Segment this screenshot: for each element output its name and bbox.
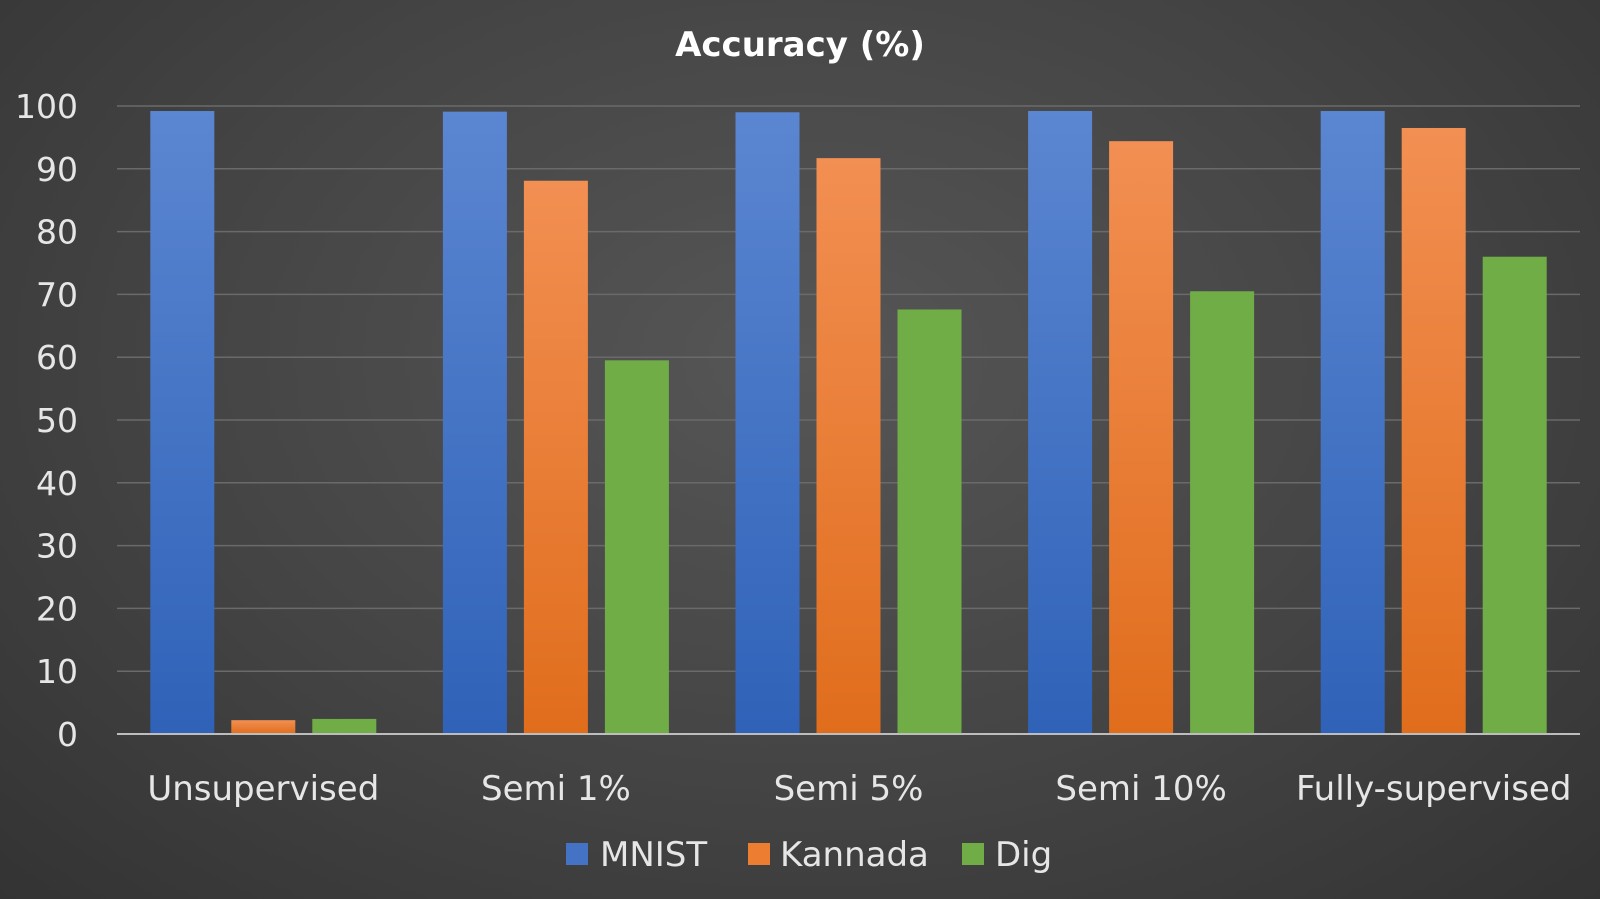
bar-dig-1 [604, 360, 669, 734]
bar-mnist-0 [150, 111, 215, 735]
legend-swatch-kannada [748, 843, 770, 865]
bar-kannada-1 [523, 180, 588, 734]
x-category-label: Semi 5% [774, 769, 924, 809]
y-tick-label: 0 [57, 715, 78, 754]
bar-kannada-3 [1109, 141, 1174, 735]
bar-mnist-4 [1320, 111, 1385, 735]
y-tick-label: 30 [36, 527, 78, 566]
y-tick-label: 80 [36, 213, 78, 252]
y-tick-label: 90 [36, 150, 78, 189]
y-tick-label: 40 [36, 464, 78, 503]
bar-series-group [150, 111, 1547, 735]
legend-swatch-mnist [566, 843, 588, 865]
y-tick-label: 10 [36, 652, 78, 691]
y-axis: 0 10 20 30 40 50 60 70 80 90 100 [15, 87, 78, 754]
y-tick-label: 20 [36, 589, 78, 628]
bar-kannada-0 [231, 720, 296, 734]
x-category-label: Unsupervised [147, 769, 379, 809]
bar-dig-3 [1190, 291, 1255, 734]
bar-mnist-3 [1028, 111, 1093, 735]
legend: MNIST Kannada Dig [566, 835, 1052, 875]
bar-dig-4 [1482, 256, 1547, 734]
y-tick-label: 50 [36, 401, 78, 440]
legend-swatch-dig [962, 843, 984, 865]
bar-mnist-1 [442, 111, 507, 735]
y-tick-label: 100 [15, 87, 78, 126]
bar-dig-0 [312, 718, 377, 734]
bar-kannada-2 [816, 158, 881, 734]
chart-title: Accuracy (%) [675, 25, 925, 65]
bar-dig-2 [897, 309, 962, 734]
y-tick-label: 60 [36, 338, 78, 377]
legend-label-kannada: Kannada [780, 835, 929, 875]
bar-mnist-2 [735, 112, 800, 734]
x-category-label: Semi 10% [1055, 769, 1226, 809]
x-category-label: Semi 1% [481, 769, 631, 809]
y-tick-label: 70 [36, 275, 78, 314]
x-category-label: Fully-supervised [1296, 769, 1571, 809]
legend-label-dig: Dig [995, 835, 1052, 875]
legend-label-mnist: MNIST [600, 835, 707, 875]
bar-kannada-4 [1401, 127, 1466, 735]
x-axis: Unsupervised Semi 1% Semi 5% Semi 10% Fully-… [147, 769, 1571, 809]
